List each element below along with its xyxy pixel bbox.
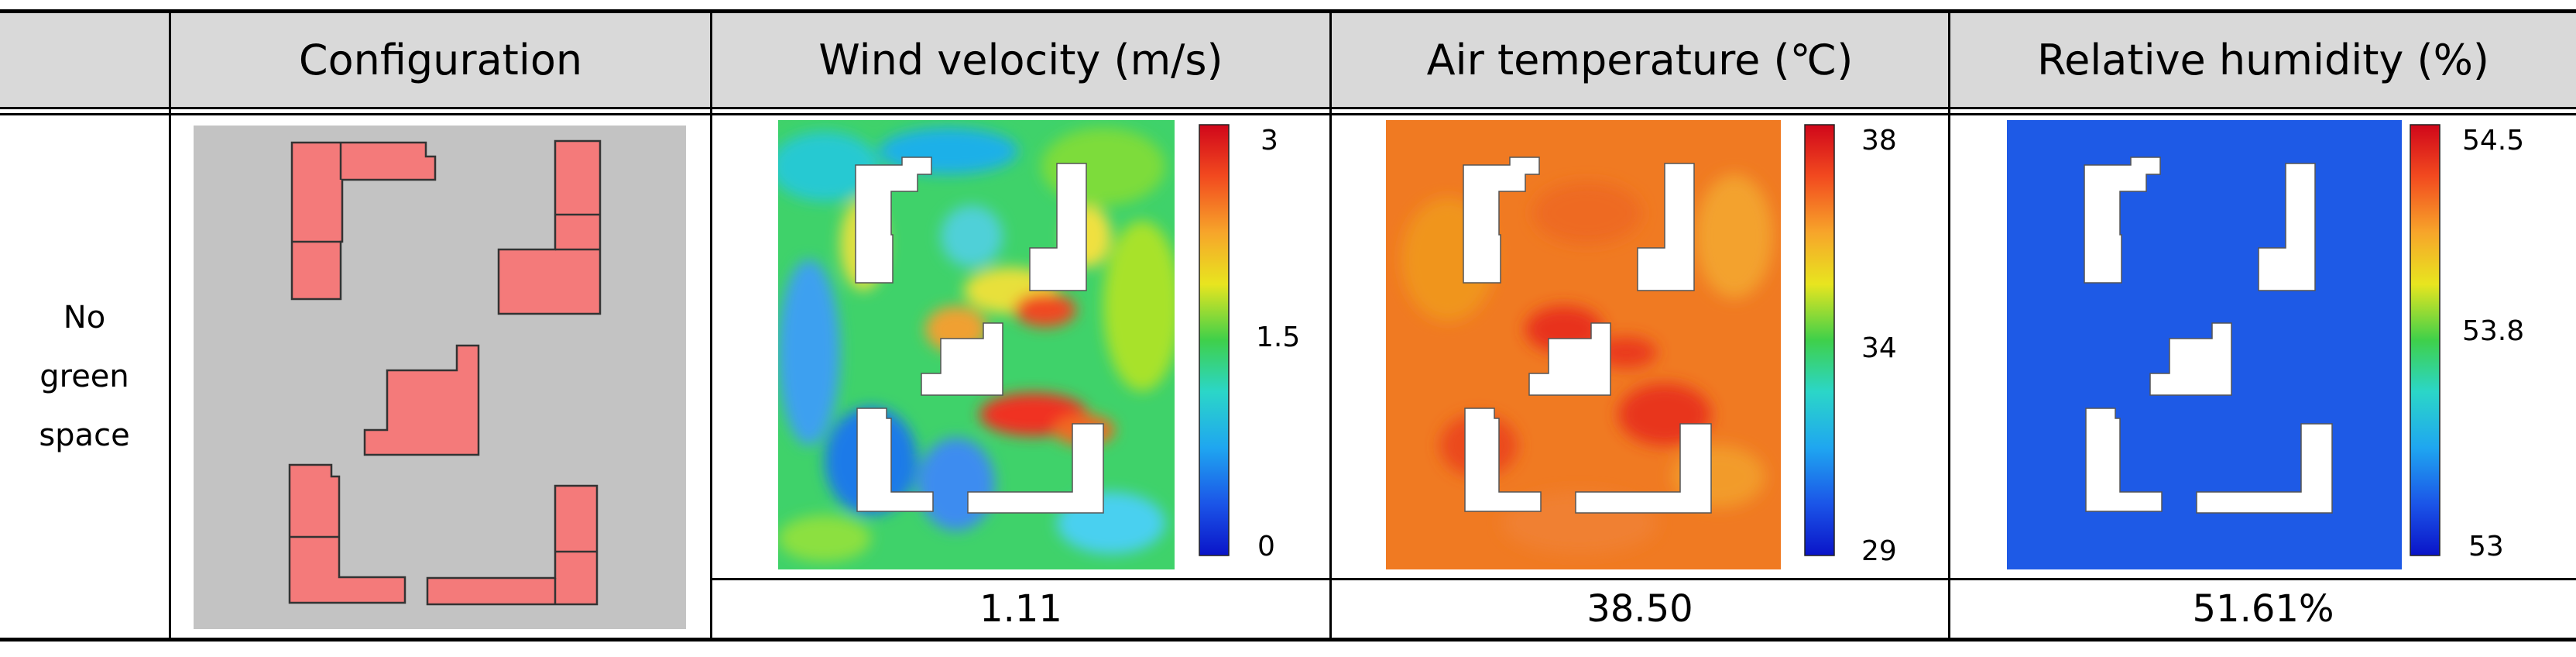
building-top-left [290,141,437,301]
wind-colorbar-max-label: 3 [1261,125,1278,157]
humidity-colorbar-mid-label: 53.8 [2462,315,2525,347]
header-configuration: Configuration [298,36,583,84]
humidity-colorbar-min-label: 53 [2468,531,2504,562]
row-label-line-2: green [39,359,129,394]
row-label-line-1: No [63,300,106,335]
wind-velocity-contour [778,120,1175,569]
humidity-colorbar [2410,124,2441,556]
row-label-line-3: space [39,418,130,453]
table-bottom-border [0,638,2576,642]
temperature-colorbar-min-label: 29 [1861,535,1897,567]
header-relative-humidity: Relative humidity (%) [2036,36,2489,84]
value-row-top-border [711,578,2576,580]
column-divider-3 [1329,12,1332,638]
column-divider-2 [710,12,712,638]
temperature-colorbar [1804,124,1835,556]
column-divider-1 [169,12,171,638]
header-bottom-border-double [0,113,2576,115]
header-row-background [0,12,2576,107]
header-empty-cell [0,13,169,107]
row-label: No green space [0,115,169,638]
relative-humidity-value: 51.61% [2192,587,2334,631]
wind-colorbar-mid-label: 1.5 [1256,322,1301,353]
humidity-colorbar-max-label: 54.5 [2462,125,2525,157]
relative-humidity-contour [2007,120,2402,569]
wind-colorbar-min-label: 0 [1257,531,1275,562]
table-top-border [0,9,2576,13]
air-temperature-contour [1386,120,1781,569]
air-temperature-value: 38.50 [1586,587,1693,631]
column-divider-4 [1948,12,1950,638]
wind-colorbar [1199,124,1230,556]
temperature-colorbar-mid-label: 34 [1861,332,1897,364]
wind-velocity-value: 1.11 [979,587,1062,631]
header-air-temperature: Air temperature (℃) [1426,36,1854,84]
header-bottom-border [0,107,2576,109]
temperature-colorbar-max-label: 38 [1861,125,1897,157]
configuration-diagram [194,126,686,629]
building-center [363,344,480,456]
header-wind-velocity: Wind velocity (m/s) [818,36,1223,84]
building-bottom-left [288,463,406,604]
